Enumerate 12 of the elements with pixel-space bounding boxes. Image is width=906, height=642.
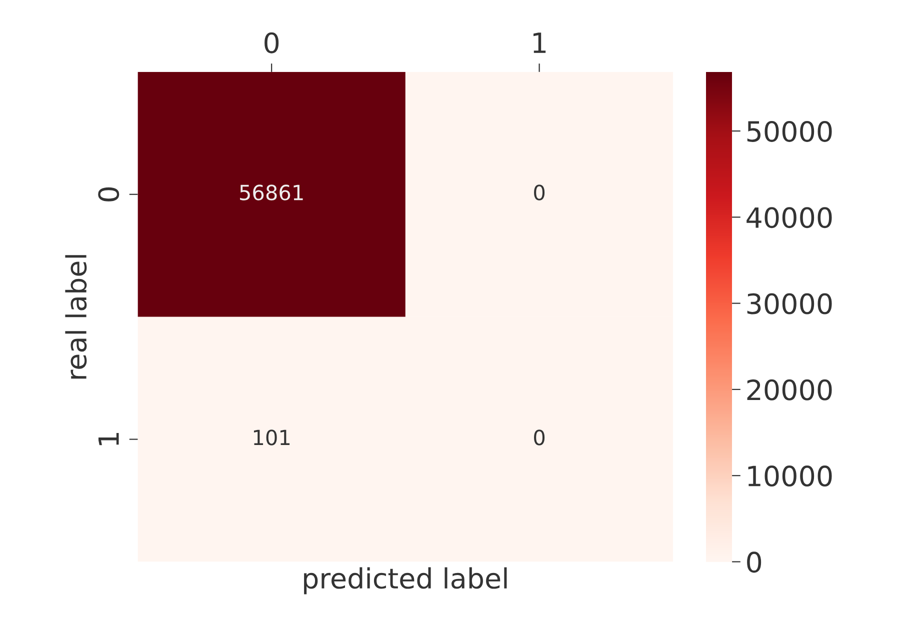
y-axis-title: real label [65, 255, 87, 379]
data-label: 0 [534, 430, 545, 446]
color-bar-label: 30000 [747, 293, 832, 314]
x-axis-title: predicted label [304, 567, 507, 594]
color-bar-label: 0 [747, 552, 762, 573]
color-bar-label: 20000 [747, 379, 832, 400]
color-bar-label: 10000 [748, 466, 832, 487]
data-label: 0 [534, 184, 545, 200]
data-label: 101 [254, 430, 290, 446]
color-bar-label: 40000 [746, 207, 832, 228]
color-bar-label: 50000 [747, 120, 832, 142]
data-label: 56861 [240, 184, 303, 200]
